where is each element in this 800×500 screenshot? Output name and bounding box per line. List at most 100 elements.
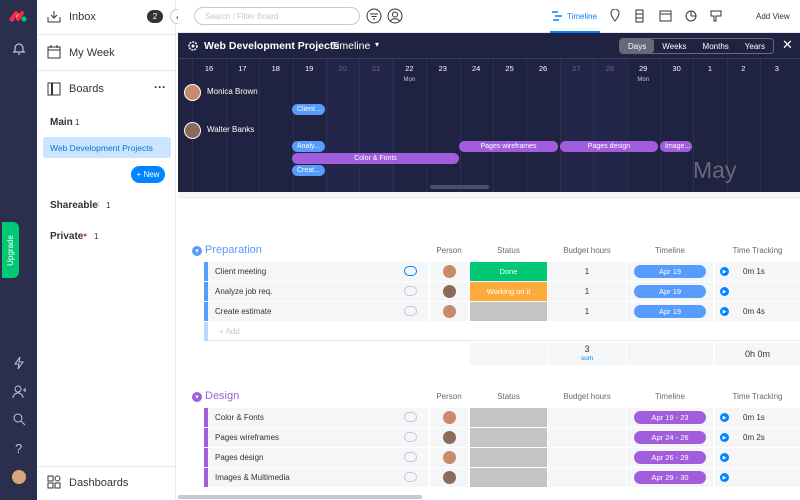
boards-menu[interactable]: ··· [154, 80, 166, 94]
group-title[interactable]: Design [205, 390, 240, 402]
rail-icons[interactable]: ? [12, 356, 26, 484]
status-cell[interactable] [470, 408, 547, 427]
day-label: 25 [505, 64, 514, 73]
budget-cell[interactable]: 1 [548, 262, 626, 281]
timeline-pill[interactable]: Apr 29 - 30 [634, 471, 706, 484]
workspace-name[interactable]: Main [50, 117, 73, 128]
board-link[interactable]: Web Development Projects [43, 137, 171, 158]
timeline-pill[interactable]: Apr 26 - 29 [634, 451, 706, 464]
comment-icon[interactable] [404, 412, 417, 422]
timeline-pill[interactable]: Apr 19 [634, 265, 706, 278]
timeline-bar[interactable]: Analy... [292, 141, 325, 152]
comment-icon[interactable] [404, 286, 417, 296]
add-view-button[interactable]: Add View [756, 12, 790, 21]
budget-cell[interactable] [548, 408, 626, 427]
budget-cell[interactable] [548, 468, 626, 487]
close-button[interactable]: ✕ [782, 37, 793, 52]
row-strip [204, 322, 208, 341]
item-name[interactable]: Pages design [208, 448, 428, 467]
timeline-bar[interactable]: Client ... [292, 104, 325, 115]
timeline-view-name[interactable]: Timeline [331, 40, 371, 52]
zoom-option[interactable]: Days [620, 39, 655, 53]
comment-icon[interactable] [404, 306, 417, 316]
shareable-heading[interactable]: Shareable [50, 200, 98, 211]
status-cell[interactable]: Working on it [470, 282, 547, 301]
play-button[interactable]: ▶ [720, 413, 729, 422]
column-header: Time Tracking [732, 392, 783, 401]
day-column [492, 59, 526, 192]
play-button[interactable]: ▶ [720, 307, 729, 316]
dropdown-caret[interactable]: ▾ [375, 40, 380, 49]
timeline-pill[interactable]: Apr 19 [634, 305, 706, 318]
day-column [760, 59, 793, 192]
timeline-pill[interactable]: Apr 19 [634, 285, 706, 298]
tracking-cell [715, 302, 800, 321]
timeline-pill[interactable]: Apr 24 - 26 [634, 431, 706, 444]
item-name[interactable]: Color & Fonts [208, 408, 428, 427]
play-button[interactable]: ▶ [720, 267, 729, 276]
timeline-bar[interactable]: Pages design [560, 141, 658, 152]
row-strip [204, 408, 208, 427]
view-tab-active[interactable]: Timeline [567, 12, 597, 21]
group-toggle[interactable]: ▾ [192, 392, 202, 402]
status-cell[interactable] [470, 468, 547, 487]
play-button[interactable]: ▶ [720, 453, 729, 462]
column-header: Person [436, 246, 462, 255]
inbox-link[interactable]: Inbox [69, 11, 96, 23]
item-name[interactable]: Analyze job req. [208, 282, 428, 301]
status-cell[interactable]: Done [470, 262, 547, 281]
day-column [693, 59, 726, 192]
comment-icon[interactable] [404, 432, 417, 442]
item-name[interactable]: Images & Multimedia [208, 468, 428, 487]
upgrade-button[interactable]: Upgrade [2, 222, 19, 278]
my-week-link[interactable]: My Week [69, 47, 115, 59]
comment-icon[interactable] [404, 452, 417, 462]
budget-cell[interactable] [548, 448, 626, 467]
workspace-count: 1 [75, 118, 80, 127]
zoom-option[interactable]: Years [744, 41, 765, 51]
search-input[interactable]: Search / Filter Board [194, 7, 360, 25]
zoom-option[interactable]: Months [702, 41, 729, 51]
budget-cell[interactable] [548, 428, 626, 447]
timeline-pill[interactable]: Apr 19 - 23 [634, 411, 706, 424]
timeline-bar[interactable]: Creat... [292, 165, 325, 176]
comment-icon[interactable] [404, 472, 417, 482]
summary-budget-label: sum [580, 355, 594, 362]
inbox-count: 2 [147, 10, 163, 23]
filter-icon[interactable] [366, 8, 382, 24]
scrollbar[interactable] [430, 185, 489, 189]
item-name[interactable]: Pages wireframes [208, 428, 428, 447]
lock-icon: ● [83, 232, 88, 239]
timeline-bar[interactable]: Color & Fonts [292, 153, 459, 164]
day-label: 16 [204, 64, 214, 73]
new-button[interactable]: + New [131, 166, 165, 183]
group-title[interactable]: Preparation [205, 244, 262, 256]
item-name[interactable]: Client meeting [208, 262, 428, 281]
status-cell[interactable] [470, 428, 547, 447]
timeline-bar[interactable]: Image... [660, 141, 692, 152]
dashboards-link[interactable]: Dashboards [69, 477, 129, 489]
group-toggle[interactable]: ▾ [192, 246, 202, 256]
timeline-icon [552, 11, 562, 21]
comment-icon[interactable] [404, 266, 417, 276]
timeline-bar[interactable]: Pages wireframes [459, 141, 558, 152]
play-button[interactable]: ▶ [720, 433, 729, 442]
row-strip [204, 468, 208, 487]
add-row[interactable]: + Add [208, 322, 800, 341]
item-name[interactable]: Create estimate [208, 302, 428, 321]
svg-text:?: ? [15, 441, 22, 456]
settings-icon[interactable] [187, 40, 199, 52]
play-button[interactable]: ▶ [720, 473, 729, 482]
status-cell[interactable] [470, 302, 547, 321]
resize-handle[interactable] [178, 192, 800, 198]
budget-cell[interactable]: 1 [548, 302, 626, 321]
person-filter-icon[interactable] [387, 8, 403, 24]
private-heading[interactable]: Private [50, 231, 84, 242]
horizontal-scrollbar[interactable] [178, 495, 422, 499]
notifications-icon[interactable] [12, 42, 26, 56]
budget-cell[interactable]: 1 [548, 282, 626, 301]
view-icons[interactable] [608, 9, 758, 23]
status-cell[interactable] [470, 448, 547, 467]
play-button[interactable]: ▶ [720, 287, 729, 296]
zoom-option[interactable]: Weeks [662, 41, 687, 51]
